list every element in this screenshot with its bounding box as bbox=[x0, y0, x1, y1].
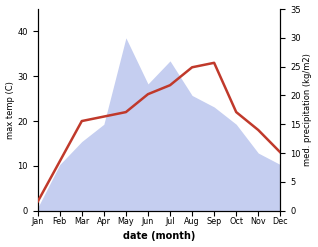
Y-axis label: max temp (C): max temp (C) bbox=[5, 81, 15, 139]
X-axis label: date (month): date (month) bbox=[123, 231, 195, 242]
Y-axis label: med. precipitation (kg/m2): med. precipitation (kg/m2) bbox=[303, 53, 313, 166]
